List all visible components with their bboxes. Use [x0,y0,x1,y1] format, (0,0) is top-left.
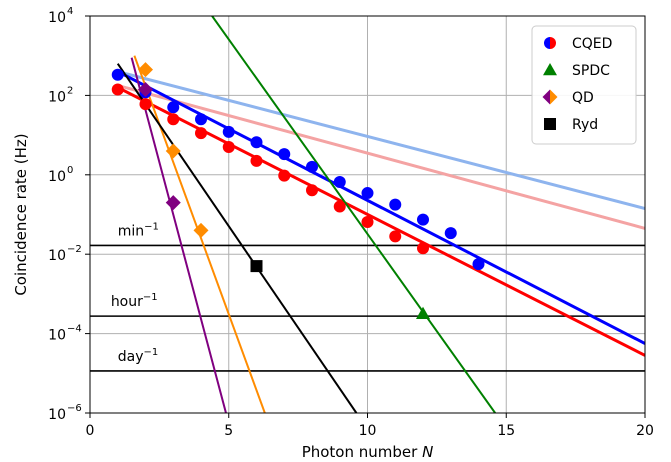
data-point-circle [111,83,124,96]
threshold-label: hour−1 [111,292,158,310]
data-point-circle [167,113,180,126]
data-point-circle [222,141,235,154]
data-point-circle [472,258,485,271]
data-point-circle [306,160,318,173]
data-point-diamond [138,81,153,97]
data-point-circle [444,227,457,240]
y-tick-label: 10 [48,169,66,185]
legend-marker-circle-right [550,37,556,49]
legend-entry: CQED [544,36,612,52]
legend-marker-circle-left [544,37,550,49]
legend-label: Ryd [572,117,598,133]
data-point-circle [111,68,124,81]
y-tick-exponent: −6 [67,403,82,414]
data-point-circle [361,216,374,229]
data-point-circle [250,154,263,167]
legend: CQED SPDC QD Ryd [531,25,637,145]
data-point-circle [417,213,429,226]
data-point-circle [417,242,429,255]
fit-line [211,16,496,413]
fit-line [130,57,227,413]
data-point-triangle [416,306,430,319]
data-point-circle [306,184,318,197]
data-point-circle [389,230,402,243]
legend-label: QD [572,90,594,106]
data-point-circle [333,175,346,188]
data-point-circle [333,200,346,213]
legend-entry: QD [542,89,594,106]
legend-marker-diamond-left [542,89,550,105]
legend-entry: SPDC [543,63,610,79]
y-tick-exponent: −4 [67,324,82,335]
data-point-circle [389,198,402,211]
data-point-circle [278,169,291,182]
data-point-circle [278,148,291,161]
legend-entry: Ryd [544,117,598,133]
legend-label: SPDC [572,63,610,79]
x-tick-label: 0 [86,423,95,439]
x-tick-label: 15 [497,423,515,439]
y-tick-label: 10 [48,328,66,344]
threshold-label: min−1 [118,221,159,239]
y-tick-exponent: 4 [67,6,73,17]
y-tick-label: 10 [48,248,66,264]
fit-line [117,70,645,210]
y-tick-exponent: 0 [67,165,73,176]
y-axis-title: Coincidence rate (Hz) [12,133,30,295]
x-axis-title: Photon number N [302,443,434,461]
data-point-triangle [543,63,557,76]
data-point-circle [195,113,207,126]
fit-line [117,84,645,230]
data-point-diamond [165,195,181,211]
data-point-circle [361,187,374,200]
y-tick-label: 10 [48,10,66,26]
legend-label: CQED [572,36,612,52]
data-point-square [250,260,263,273]
x-tick-label: 5 [224,423,233,439]
data-point-diamond [165,143,181,159]
data-point-circle [250,136,263,149]
x-tick-label: 10 [359,423,377,439]
data-point-circle [167,101,180,114]
x-tick-label: 20 [636,423,654,439]
y-tick-label: 10 [48,407,66,423]
y-tick-exponent: 2 [67,85,73,96]
y-tick-exponent: −2 [67,244,82,255]
data-point-circle [195,127,207,140]
annotations: min−1 hour−1 day−1 [111,221,159,364]
legend-marker-diamond-right [550,89,558,105]
y-tick-label: 10 [48,89,66,105]
fit-line [116,63,358,413]
threshold-label: day−1 [118,347,159,365]
data-point-circle [139,98,152,111]
data-point-diamond [193,222,209,238]
data-point-square [544,118,556,130]
data-point-diamond [138,62,153,78]
legend-box [531,25,637,145]
data-point-circle [222,125,235,138]
data-markers [111,62,485,319]
